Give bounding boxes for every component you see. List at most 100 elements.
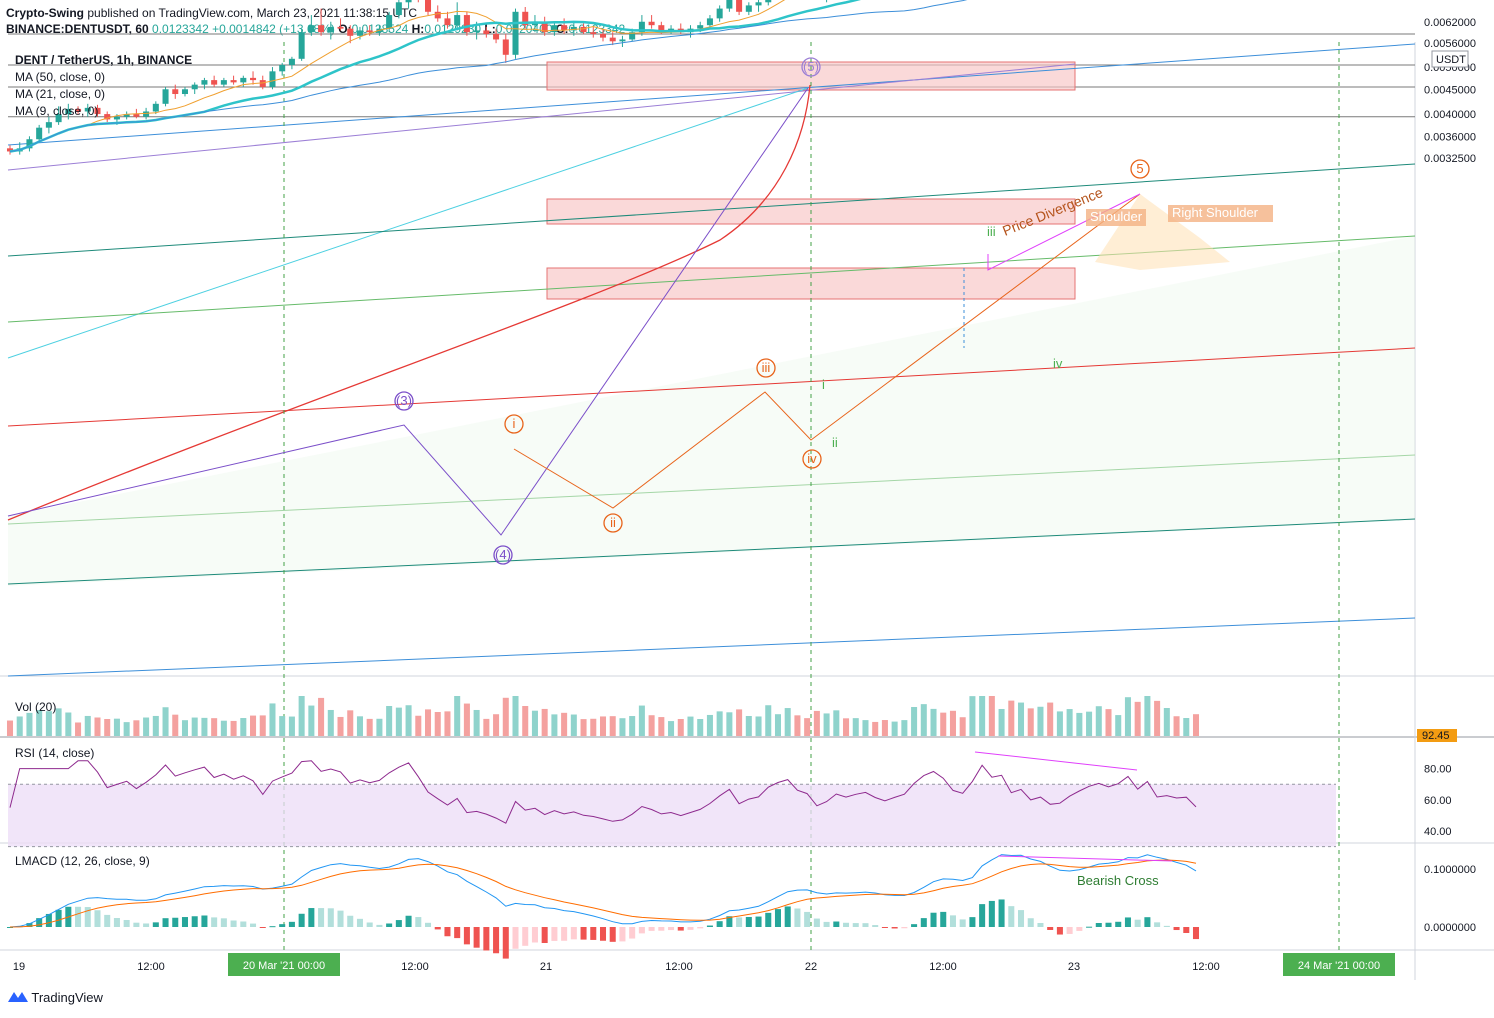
volume-bar <box>434 712 441 736</box>
lmacd-tick-label: 0.0000000 <box>1424 922 1476 934</box>
wave-circle-icon <box>603 513 623 533</box>
volume-bar <box>211 718 218 736</box>
candle-body <box>444 18 451 26</box>
volume-bar <box>726 712 733 736</box>
volume-bar <box>629 716 636 736</box>
candle-body <box>152 103 159 112</box>
candle-body <box>65 108 72 115</box>
rsi-legend[interactable]: RSI (14, close) <box>15 746 95 760</box>
volume-bar <box>1047 702 1054 736</box>
wave-label: (3) <box>396 393 412 408</box>
macd-histogram-bar <box>570 927 577 940</box>
macd-histogram-bar <box>26 923 33 927</box>
bearish-cross-label: Bearish Cross <box>1077 873 1159 888</box>
macd-histogram-bar <box>386 923 393 927</box>
ma50-legend[interactable]: MA (50, close, 0) <box>15 70 106 84</box>
candle-body <box>172 89 179 95</box>
macd-histogram-bar <box>1056 927 1063 935</box>
macd-histogram-bar <box>473 927 480 948</box>
macd-histogram-bar <box>230 920 237 927</box>
macd-histogram-bar <box>434 927 441 930</box>
volume-bar <box>590 718 597 736</box>
macd-histogram-bar <box>687 927 694 930</box>
volume-bar <box>230 720 237 736</box>
candle-body <box>36 127 43 140</box>
macd-histogram-bar <box>1027 918 1034 927</box>
macd-histogram-bar <box>502 927 509 959</box>
signal-line <box>9 859 1197 928</box>
volume-bar <box>94 717 101 736</box>
time-tick-label: 23 <box>1068 961 1080 973</box>
macd-histogram-bar <box>75 906 82 927</box>
macd-histogram-bar <box>269 926 276 928</box>
volume-bar <box>765 705 772 736</box>
macd-histogram-bar <box>804 911 811 927</box>
candle-body <box>697 25 704 29</box>
candle-body <box>113 116 120 120</box>
macd-histogram-bar <box>940 911 947 927</box>
candle-body <box>308 25 315 33</box>
candle-body <box>104 114 111 120</box>
volume-bar <box>269 703 276 736</box>
volume-bar <box>386 706 393 736</box>
macd-histogram-bar <box>901 927 908 929</box>
volume-bar <box>969 696 976 736</box>
candle-body <box>590 32 597 34</box>
volume-bar <box>1105 709 1112 736</box>
author-name[interactable]: Crypto-Swing <box>6 6 84 20</box>
macd-histogram-bar <box>697 927 704 929</box>
volume-bar <box>668 721 675 736</box>
volume-bar <box>804 718 811 736</box>
macd-histogram-bar <box>774 909 781 927</box>
candle-body <box>94 107 101 115</box>
macd-histogram-bar <box>1154 922 1161 927</box>
volume-bar <box>191 717 198 736</box>
wave-minor <box>513 193 1141 509</box>
volume-bar <box>65 712 72 736</box>
volume-bar <box>308 705 315 736</box>
volume-bar <box>1144 696 1151 736</box>
macd-histogram-bar <box>949 915 956 927</box>
volume-legend[interactable]: Vol (20) <box>15 700 57 714</box>
candle-body <box>648 21 655 26</box>
candle-body <box>493 33 500 40</box>
macd-histogram-bar <box>862 923 869 927</box>
tradingview-brand[interactable]: TradingView <box>8 990 103 1005</box>
candle-body <box>463 15 470 33</box>
macd-histogram-bar <box>813 918 820 927</box>
macd-histogram-bar <box>541 927 548 943</box>
trendline <box>7 347 1416 427</box>
macd-histogram-bar <box>444 927 451 937</box>
candle-body <box>240 77 247 83</box>
time-highlight <box>1283 953 1395 976</box>
macd-histogram-bar <box>706 925 713 927</box>
macd-histogram-bar <box>405 915 412 927</box>
lmacd-legend[interactable]: LMACD (12, 26, close, 9) <box>15 854 150 868</box>
ma9-legend[interactable]: MA (9, close, 0) <box>15 104 99 118</box>
high-label: H: <box>411 22 425 36</box>
macd-histogram-bar <box>425 922 432 927</box>
volume-bar <box>998 708 1005 736</box>
candle-body <box>259 80 266 87</box>
ma21-legend[interactable]: MA (21, close, 0) <box>15 87 106 101</box>
macd-histogram-bar <box>969 917 976 927</box>
candle-body <box>668 28 675 31</box>
macd-histogram-bar <box>337 910 344 927</box>
candle-body <box>288 58 295 65</box>
candle-body <box>123 114 130 117</box>
time-tick-label: 22 <box>805 961 817 973</box>
macd-histogram-bar <box>784 906 791 927</box>
candle-body <box>619 39 626 42</box>
candle-body <box>220 80 227 85</box>
price-tick-label: 0.0036000 <box>1424 131 1476 143</box>
chart-title: DENT / TetherUS, 1h, BINANCE <box>15 53 193 67</box>
macd-histogram-bar <box>94 910 101 927</box>
wave-circle-icon <box>756 358 776 378</box>
wave-circle-icon <box>802 449 822 469</box>
volume-bar <box>1163 708 1170 736</box>
volume-bar <box>1027 708 1034 736</box>
trendline <box>7 518 1416 585</box>
volume-bar <box>279 716 286 736</box>
time-highlight <box>228 953 340 976</box>
